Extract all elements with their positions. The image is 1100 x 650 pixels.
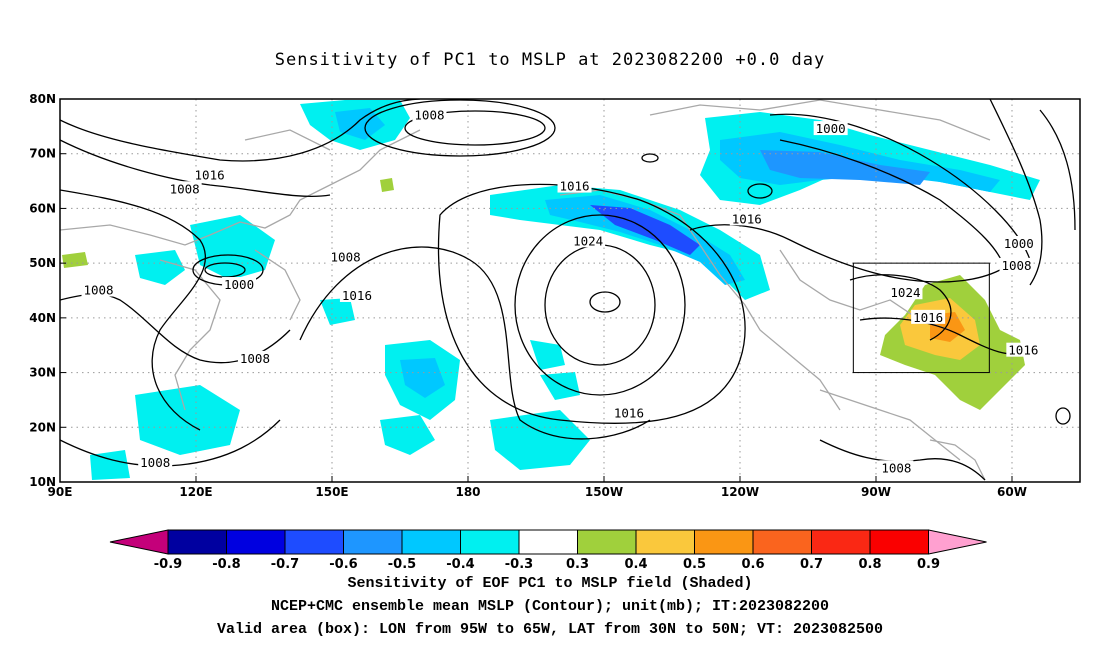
contour-label-bg [911,309,946,324]
colorbar-arrow-left [109,529,169,555]
colorbar-label: 0.7 [800,557,823,572]
contour-label: 1016 [913,310,943,325]
colorbar-label: -0.8 [212,557,240,572]
contour-label-bg [1006,342,1041,357]
colorbar-box [577,529,637,555]
colorbar-box [401,529,461,555]
colorbar-box [518,529,578,555]
contour-label: 1008 [240,351,270,366]
lat-tick-label: 30N [29,366,56,380]
contour-label: 1016 [614,406,644,421]
lon-tick-label: 90W [861,485,891,499]
colorbar-label: 0.5 [683,557,706,572]
contour-label: 1008 [140,455,170,470]
colorbar-box [167,529,227,555]
contour-label-bg [813,121,848,136]
colorbar-box [343,529,403,555]
caption-shading: Sensitivity of EOF PC1 to MSLP field (Sh… [347,575,753,592]
contour-label: 1008 [331,250,361,265]
contour-label-bg [611,405,646,420]
contour-label-bg [167,181,202,196]
contour-label: 1008 [414,107,444,122]
sensitivity-shading [62,100,1040,480]
lon-tick-label: 150W [585,485,623,499]
colorbar-label: -0.4 [446,557,474,572]
lat-tick-label: 80N [29,92,56,106]
contour-label-bg [999,257,1034,272]
lat-tick-label: 10N [29,475,56,489]
contour-label: 1008 [170,181,200,196]
chart-title: Sensitivity of PC1 to MSLP at 2023082200… [274,50,826,70]
colorbar-box [752,529,812,555]
contour-label-bg [879,460,914,475]
contour-label: 1000 [1004,236,1034,251]
colorbar-label: 0.3 [566,557,589,572]
contour-label: 1016 [732,211,762,226]
contour-label-bg [729,211,764,226]
longitude-tick-labels: 90E 120E 150E 180 150W 120W 90W 60W [48,485,1027,499]
colorbar-box [460,529,520,555]
lat-tick-label: 40N [29,311,56,325]
caption-contour: NCEP+CMC ensemble mean MSLP (Contour); u… [270,598,830,615]
lat-tick-label: 60N [29,201,56,215]
contour-label: 1016 [559,179,589,194]
lat-tick-label: 70N [29,147,56,161]
latitude-tick-labels: 80N 70N 60N 50N 40N 30N 20N 10N [29,92,56,489]
colorbar-box [284,529,344,555]
lon-tick-label: 90E [48,485,73,499]
colorbar: -0.9 -0.8 -0.7 -0.6 -0.5 -0.4 -0.3 0.3 0.4 0.5 0.6… [109,529,987,572]
lon-tick-label: 180 [455,485,480,499]
contour-label: 1016 [1008,343,1038,358]
lat-tick-label: 50N [29,256,56,270]
colorbar-label: 0.4 [624,557,647,572]
colorbar-label: -0.6 [329,557,357,572]
lon-tick-label: 150E [315,485,348,499]
lon-tick-label: 60W [997,485,1027,499]
colorbar-label: -0.3 [505,557,533,572]
contour-label-bg [192,167,227,182]
colorbar-box [226,529,286,555]
colorbar-label: -0.7 [271,557,299,572]
contour-label-bg [571,233,606,248]
lon-tick-label: 120W [721,485,759,499]
contour-label: 1016 [342,288,372,303]
valid-area-box [852,262,990,374]
contour-label-bg [412,107,447,122]
colorbar-label: 0.6 [741,557,764,572]
colorbar-label: -0.9 [154,557,182,572]
contour-label-bg [339,287,374,302]
contour-label-bg [557,178,592,193]
lat-tick-label: 20N [29,420,56,434]
contour-label-bg [81,282,116,297]
colorbar-box [635,529,695,555]
colorbar-arrow-right [928,529,987,555]
colorbar-label: 0.9 [917,557,940,572]
caption-valid-area: Valid area (box): LON from 95W to 65W, L… [216,621,884,638]
contour-label-bg [888,285,923,300]
contour-label: 1024 [890,285,920,300]
contour-label: 1000 [224,277,254,292]
contour-label-bg [237,350,272,365]
colorbar-label: 0.8 [858,557,881,572]
contour-label: 1008 [881,460,911,475]
contour-label-bg [328,249,363,264]
contour-label-bg [138,454,173,469]
map-frame [59,98,1081,483]
contour-label: 1000 [816,121,846,136]
contour-label: 1016 [195,168,225,183]
colorbar-box [811,529,871,555]
contour-label-bg [1001,235,1036,250]
colorbar-box [694,529,754,555]
colorbar-box [869,529,929,555]
contour-label: 1024 [573,233,603,248]
lon-tick-label: 120E [179,485,212,499]
contour-label: 1008 [83,283,113,298]
contour-label: 1008 [1001,258,1031,273]
colorbar-label: -0.5 [388,557,416,572]
contour-label-bg [222,277,257,292]
